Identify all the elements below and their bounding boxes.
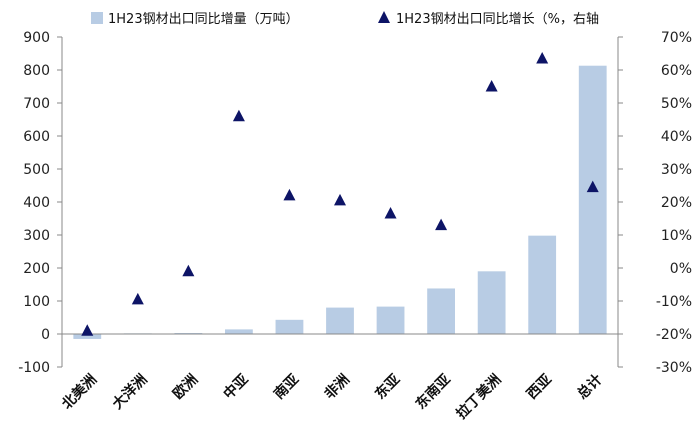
bar bbox=[73, 334, 102, 339]
triangle-marker bbox=[485, 80, 498, 92]
right-tick-label: 40% bbox=[661, 129, 692, 145]
legend-bar-swatch bbox=[91, 12, 103, 24]
category-label: 欧洲 bbox=[169, 371, 201, 403]
legend-bar-label: 1H23钢材出口同比增量（万吨） bbox=[108, 12, 299, 27]
triangle-marker bbox=[536, 51, 549, 64]
left-tick-label: 400 bbox=[23, 195, 50, 211]
bar bbox=[275, 319, 304, 334]
category-label: 总计 bbox=[574, 371, 606, 403]
left-tick-label: 200 bbox=[23, 261, 50, 277]
triangle-marker bbox=[384, 207, 397, 219]
right-y-axis: -30% -20% -10% 0% 10% 20% 30% 40% 50% 60% 70% bbox=[617, 30, 692, 376]
left-tick-label: 500 bbox=[23, 162, 50, 178]
left-tick-label: 700 bbox=[23, 96, 50, 112]
bar bbox=[427, 288, 455, 334]
left-tick-label: 800 bbox=[23, 63, 50, 79]
right-tick-label: 60% bbox=[661, 63, 692, 79]
left-tick-label: 0 bbox=[41, 327, 50, 343]
category-labels: 北美洲 大洋洲 欧洲 中亚 南亚 非洲 东亚 东南亚 拉丁美洲 西亚 总计 bbox=[58, 371, 605, 423]
right-tick-label: 30% bbox=[661, 162, 692, 178]
bar-series bbox=[73, 65, 607, 339]
right-tick-label: 10% bbox=[661, 228, 692, 244]
triangle-marker bbox=[586, 180, 599, 193]
left-tick-label: 300 bbox=[23, 228, 50, 244]
bar bbox=[376, 306, 405, 334]
triangle-marker bbox=[334, 193, 346, 206]
legend-triangle-marker bbox=[378, 11, 390, 23]
legend: 1H23钢材出口同比增量（万吨） 1H23钢材出口同比增长（%，右轴 bbox=[91, 11, 599, 27]
category-label: 南亚 bbox=[270, 371, 302, 403]
right-tick-label: 20% bbox=[661, 195, 692, 211]
category-label: 东亚 bbox=[372, 371, 404, 403]
legend-triangle-label: 1H23钢材出口同比增长（%，右轴 bbox=[396, 12, 599, 27]
triangle-marker bbox=[232, 109, 245, 122]
bar bbox=[477, 271, 506, 334]
triangle-marker bbox=[182, 264, 195, 277]
category-label: 西亚 bbox=[524, 372, 555, 403]
bar bbox=[528, 235, 557, 334]
triangle-marker bbox=[131, 292, 144, 305]
left-tick-label: 900 bbox=[23, 30, 50, 46]
left-tick-label: 600 bbox=[23, 129, 50, 145]
category-label: 东南亚 bbox=[412, 371, 454, 413]
category-label: 北美洲 bbox=[58, 371, 100, 413]
right-tick-label: 0% bbox=[670, 261, 692, 277]
category-label: 大洋洲 bbox=[109, 371, 151, 413]
left-tick-label: 100 bbox=[23, 294, 50, 310]
triangle-series bbox=[81, 51, 599, 336]
bar bbox=[326, 307, 354, 334]
category-label: 拉丁美洲 bbox=[453, 371, 505, 423]
category-label: 非洲 bbox=[321, 371, 353, 403]
category-label: 中亚 bbox=[220, 371, 252, 403]
right-tick-label: -10% bbox=[656, 294, 692, 310]
bar bbox=[578, 65, 607, 335]
right-tick-label: 50% bbox=[661, 96, 692, 112]
left-tick-label: -100 bbox=[18, 360, 50, 376]
right-tick-label: -30% bbox=[656, 360, 692, 376]
triangle-marker bbox=[435, 218, 448, 231]
right-tick-label: 70% bbox=[661, 30, 692, 46]
left-y-axis: -100 0 100 200 300 400 500 600 700 800 900 bbox=[18, 30, 63, 376]
triangle-marker bbox=[283, 188, 296, 201]
bar bbox=[225, 329, 253, 334]
triangle-marker bbox=[81, 324, 94, 336]
right-tick-label: -20% bbox=[656, 327, 692, 343]
